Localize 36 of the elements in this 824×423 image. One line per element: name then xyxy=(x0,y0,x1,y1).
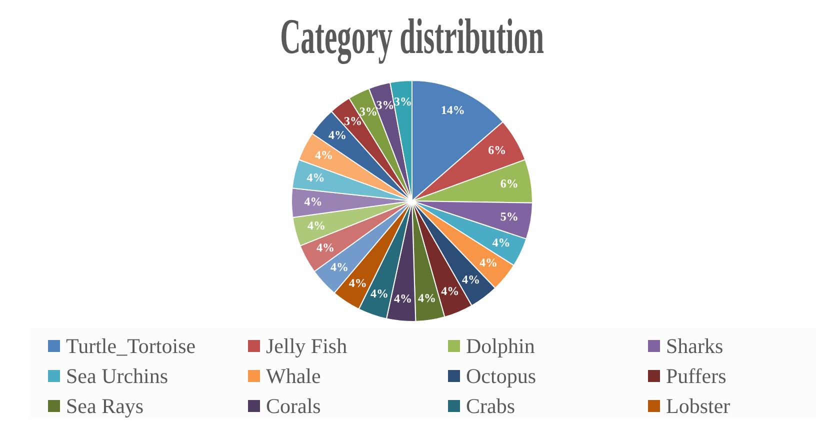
legend-label: Whale xyxy=(266,364,321,388)
data-label: 4% xyxy=(492,235,510,250)
data-label: 3% xyxy=(376,98,394,112)
data-label: 4% xyxy=(462,272,480,286)
data-label: 3% xyxy=(359,104,378,118)
legend-label: Octopus xyxy=(466,364,536,388)
legend-label: Dolphin xyxy=(466,334,535,358)
data-label: 4% xyxy=(479,256,498,270)
data-label: 4% xyxy=(348,276,367,290)
data-label: 4% xyxy=(370,286,388,300)
data-label: 4% xyxy=(304,194,322,209)
data-label: 4% xyxy=(441,284,460,298)
data-label: 4% xyxy=(330,260,349,274)
data-label: 6% xyxy=(488,142,506,157)
legend-label: Turtle_Tortoise xyxy=(66,334,196,358)
data-label: 4% xyxy=(394,291,412,306)
data-label: 4% xyxy=(328,128,347,142)
data-label: 4% xyxy=(316,240,334,255)
data-label: 4% xyxy=(307,218,326,232)
data-label: 4% xyxy=(418,290,436,305)
legend-label: Puffers xyxy=(666,364,726,388)
legend-label: Crabs xyxy=(466,394,515,418)
data-label: 5% xyxy=(500,210,518,224)
data-label: 3% xyxy=(344,114,362,128)
chart-title: Category distribution xyxy=(280,8,544,64)
legend-label: Corals xyxy=(266,394,321,418)
data-label: 14% xyxy=(440,103,465,118)
data-label: 3% xyxy=(394,94,412,109)
data-label: 4% xyxy=(306,170,325,185)
legend-label: Jelly Fish xyxy=(266,334,348,358)
legend-label: Sharks xyxy=(666,334,724,358)
data-label: 4% xyxy=(315,148,334,162)
legend-label: Lobster xyxy=(666,394,730,418)
legend-label: Sea Rays xyxy=(66,394,144,418)
legend-label: Sea Urchins xyxy=(66,364,168,388)
data-label: 6% xyxy=(500,176,518,191)
